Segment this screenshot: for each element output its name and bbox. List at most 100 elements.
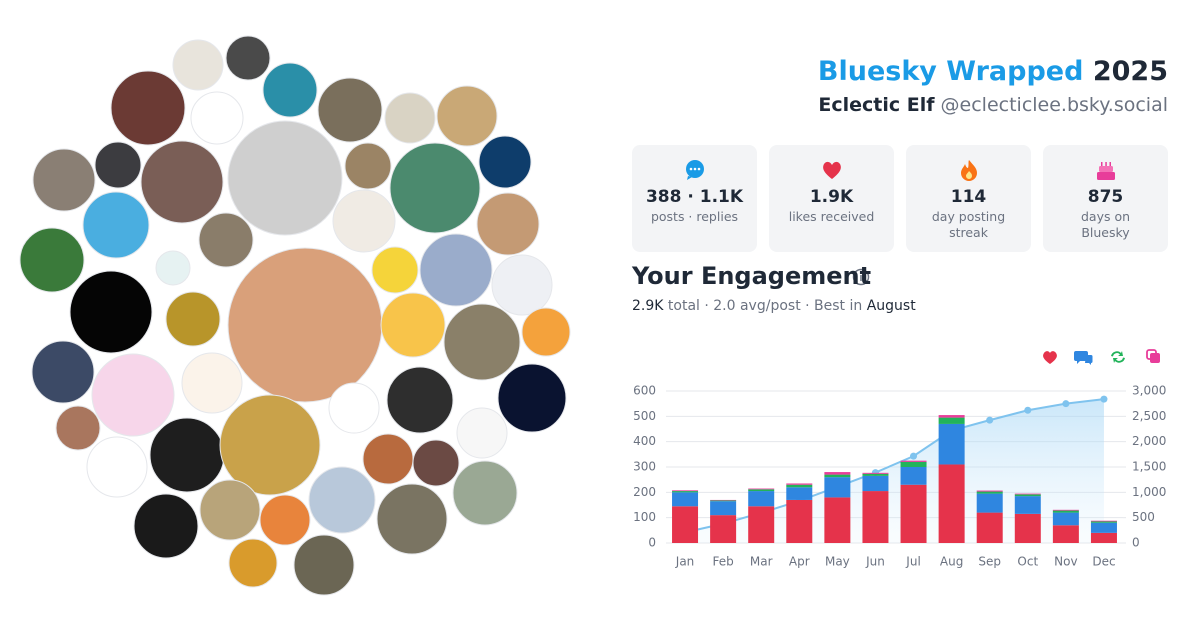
y2-tick-label: 2,000 xyxy=(1132,434,1166,448)
stat-value: 388 · 1.1K xyxy=(645,187,744,207)
stat-label: day posting streak xyxy=(931,209,1006,240)
y-tick-label: 600 xyxy=(633,384,656,398)
avatar xyxy=(491,254,553,316)
bar-segment xyxy=(900,461,927,467)
avatar xyxy=(386,366,454,434)
avatar xyxy=(478,135,532,189)
avatar-collage xyxy=(19,35,571,596)
avatar xyxy=(55,405,101,451)
bar-segment xyxy=(1090,522,1117,533)
stat-card: 114 day posting streak xyxy=(906,145,1031,252)
y2-tick-label: 1,000 xyxy=(1132,485,1166,499)
y-tick-label: 500 xyxy=(633,409,656,423)
avatar xyxy=(225,35,271,81)
avatar xyxy=(332,189,396,253)
avatar xyxy=(328,382,380,434)
stat-card: 388 · 1.1K posts · replies xyxy=(632,145,757,252)
bar-segment xyxy=(900,484,927,543)
year: 2025 xyxy=(1092,56,1168,87)
x-tick-label: Sep xyxy=(978,555,1001,569)
x-tick-label: Feb xyxy=(713,555,734,569)
avatar xyxy=(227,120,343,236)
avatar xyxy=(376,483,448,555)
legend-icon xyxy=(1111,351,1125,363)
bar-segment xyxy=(824,497,851,543)
avatar xyxy=(110,70,186,146)
bar-segment xyxy=(1090,520,1117,522)
info-icon[interactable] xyxy=(852,268,870,286)
bar-segment xyxy=(1014,496,1041,514)
x-tick-label: Jun xyxy=(865,555,885,569)
bar-segment xyxy=(710,501,737,516)
bar-segment xyxy=(862,491,889,543)
area xyxy=(685,399,1104,543)
legend-icon[interactable] xyxy=(1043,351,1057,364)
x-tick-label: Oct xyxy=(1017,555,1038,569)
bar-segment xyxy=(1014,493,1041,495)
stat-icon xyxy=(1097,162,1115,180)
bar-segment xyxy=(1052,512,1079,526)
bar-segment xyxy=(938,464,965,543)
avatar xyxy=(199,479,261,541)
avatar xyxy=(172,39,224,91)
avatar xyxy=(262,62,318,118)
bar-segment xyxy=(748,506,775,543)
y-tick-label: 400 xyxy=(633,434,656,448)
legend-icon xyxy=(1074,351,1093,365)
x-tick-label: Mar xyxy=(750,555,773,569)
engagement-summary: 2.9K total · 2.0 avg/post · Best in Augu… xyxy=(632,298,916,314)
stat-icon xyxy=(823,161,841,179)
y2-tick-label: 0 xyxy=(1132,536,1140,550)
bar-segment xyxy=(1014,494,1041,497)
avatar xyxy=(456,407,508,459)
line-point xyxy=(986,416,994,424)
legend-icon xyxy=(1150,353,1160,363)
bar-segment xyxy=(976,490,1003,492)
avatar xyxy=(362,433,414,485)
bar-segment xyxy=(672,491,699,493)
avatar xyxy=(19,227,85,293)
bar-segment xyxy=(1090,521,1117,523)
stat-label: days on Bluesky xyxy=(1080,209,1131,240)
y-tick-label: 0 xyxy=(648,536,656,550)
avatar xyxy=(190,91,244,145)
avatar xyxy=(443,303,521,381)
handle: @eclecticlee.bsky.social xyxy=(940,94,1168,116)
y2-tick-label: 2,500 xyxy=(1132,409,1166,423)
display-name: Eclectic Elf xyxy=(818,94,935,116)
avatar xyxy=(293,534,355,596)
bar-segment xyxy=(1052,510,1079,513)
legend xyxy=(1043,349,1160,365)
bar-segment xyxy=(900,460,927,462)
line-point xyxy=(1062,400,1070,408)
bar-segment xyxy=(786,483,813,485)
bar-segment xyxy=(862,475,889,492)
bar-segment xyxy=(824,477,851,498)
avatar xyxy=(344,142,392,190)
avatar xyxy=(149,417,225,493)
bar-segment xyxy=(786,487,813,500)
bar-segment xyxy=(862,473,889,476)
bar-segment xyxy=(786,499,813,543)
title-text: Bluesky Wrapped xyxy=(817,56,1084,87)
avatar xyxy=(155,250,191,286)
bar-segment xyxy=(672,492,699,507)
bar-segment xyxy=(710,499,737,501)
line-point xyxy=(1100,395,1108,403)
bar-segment xyxy=(1052,509,1079,511)
avatar xyxy=(521,307,571,357)
avatar xyxy=(389,142,481,234)
avatar xyxy=(86,436,148,498)
x-tick-label: Jan xyxy=(675,555,695,569)
avatar xyxy=(165,291,221,347)
x-tick-label: Jul xyxy=(905,555,920,569)
bar-segment xyxy=(786,484,813,488)
avatar xyxy=(497,363,567,433)
avatar xyxy=(228,538,278,588)
avatar xyxy=(384,92,436,144)
avatar xyxy=(476,192,540,256)
bar-segment xyxy=(710,500,737,502)
bar-segment xyxy=(710,515,737,543)
